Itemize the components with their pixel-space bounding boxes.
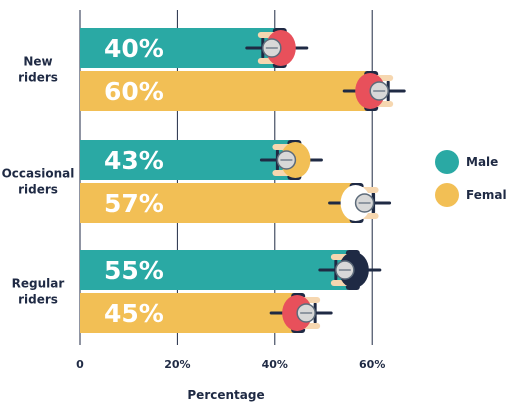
legend: Male Female <box>435 150 507 207</box>
bar-value-label: 57% <box>104 189 164 218</box>
legend-swatch <box>435 183 459 207</box>
bar-value-label: 43% <box>104 146 164 175</box>
x-tick-label: 40% <box>262 358 288 371</box>
legend-swatch <box>435 150 459 174</box>
bar <box>80 183 358 223</box>
category-label: Regular riders <box>12 277 65 307</box>
bar <box>80 140 290 180</box>
x-tick-label: 60% <box>359 358 385 371</box>
cyclist-icon <box>342 71 406 111</box>
cyclist-icon <box>318 250 382 290</box>
x-tick-label: 0 <box>76 358 84 371</box>
legend-label: Male <box>466 155 498 169</box>
cyclist-icon <box>328 183 392 223</box>
bar-value-label: 40% <box>104 34 164 63</box>
cyclist-icons <box>245 28 406 333</box>
x-tick-label: 20% <box>164 358 190 371</box>
bar-value-label: 60% <box>104 77 164 106</box>
category-labels: New riders Occasional riders Regular riders <box>2 55 75 307</box>
bar <box>80 250 348 290</box>
category-label: Occasional riders <box>2 167 75 197</box>
bar-value-label: 55% <box>104 256 164 285</box>
cyclist-icon <box>245 28 309 68</box>
bars <box>80 28 373 333</box>
bar-value-label: 45% <box>104 299 164 328</box>
cyclist-icon <box>269 293 333 333</box>
legend-label: Female <box>466 188 507 202</box>
x-axis-title: Percentage <box>187 388 264 402</box>
cyclist-icon <box>259 140 323 180</box>
category-label: New riders <box>18 55 58 85</box>
bar <box>80 28 275 68</box>
bar <box>80 71 373 111</box>
x-tick-labels: 0 20% 40% 60% <box>76 358 385 371</box>
bar <box>80 293 300 333</box>
bar-labels: 40% 60% 43% 57% 55% 45% <box>104 34 164 328</box>
